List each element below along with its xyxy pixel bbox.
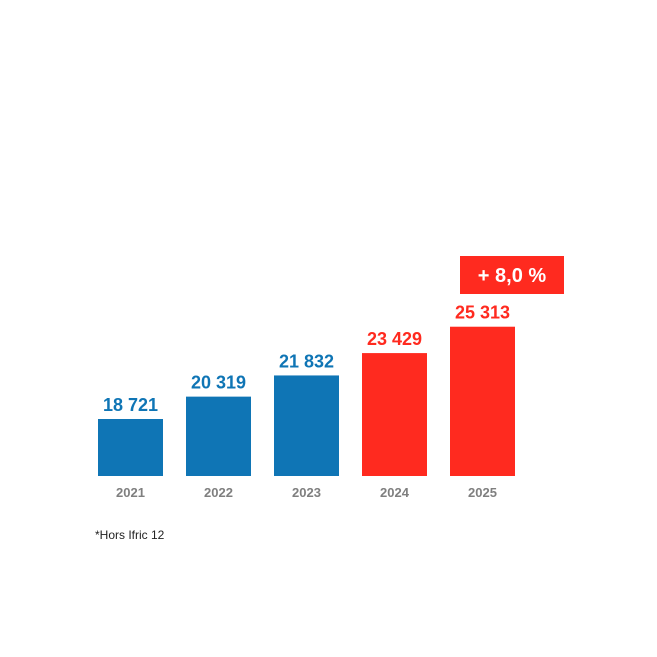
value-label-2024: 23 429	[367, 329, 422, 349]
x-tick-label-2023: 2023	[292, 485, 321, 500]
bar-2023	[274, 375, 339, 476]
bars-layer	[98, 326, 515, 476]
bar-2025	[450, 326, 515, 476]
x-tick-label-2025: 2025	[468, 485, 497, 500]
x-tick-label-2021: 2021	[116, 485, 145, 500]
bar-2022	[186, 396, 251, 476]
x-tick-label-2022: 2022	[204, 485, 233, 500]
bar-2021	[98, 419, 163, 476]
growth-badge-background	[460, 256, 564, 294]
bar-2024	[362, 353, 427, 476]
value-label-2025: 25 313	[455, 303, 510, 323]
value-labels-layer: 18 721 20 319 21 832 23 429 25 313	[103, 303, 510, 415]
value-label-2022: 20 319	[191, 373, 246, 393]
x-tick-label-2024: 2024	[380, 485, 410, 500]
growth-badge-text: + 8,0 %	[478, 265, 547, 287]
footnote: *Hors Ifric 12	[95, 528, 165, 542]
value-label-2023: 21 832	[279, 351, 334, 371]
x-tick-labels-layer: 2021 2022 2023 2024 2025	[116, 485, 497, 500]
value-label-2021: 18 721	[103, 395, 158, 415]
growth-badge: + 8,0 %	[460, 256, 564, 294]
